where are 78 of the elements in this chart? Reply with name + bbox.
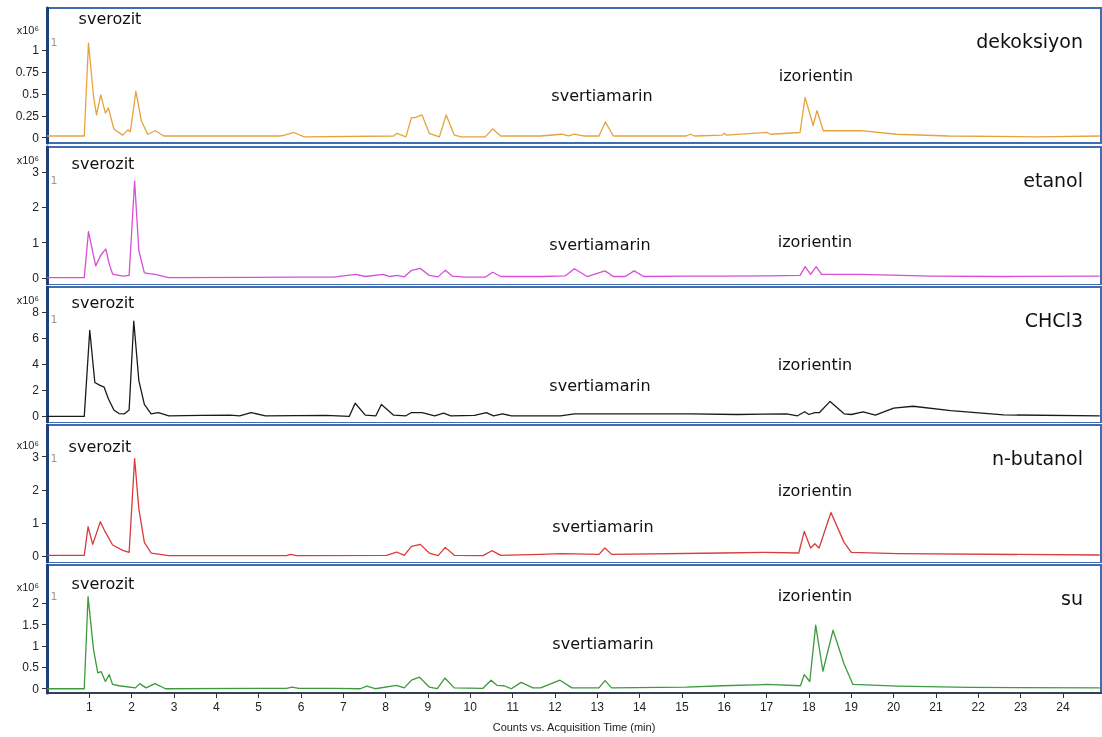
y-tick-label: 3 — [32, 164, 40, 179]
text: su — [1061, 586, 1084, 609]
x-tick-label: 1 — [85, 700, 93, 714]
x-tick-label: 18 — [802, 700, 816, 714]
x-tick-label: 8 — [382, 700, 390, 714]
annotation: svertiamarin — [549, 234, 651, 254]
y-tick-label: 0 — [32, 270, 40, 285]
x-tick-label: 23 — [1013, 700, 1028, 714]
annotation: sverozit — [71, 153, 135, 173]
y-tick-label: 8 — [32, 304, 40, 319]
y-tick-label: 0 — [32, 681, 40, 696]
y-tick-label: 1 — [32, 639, 40, 654]
annotation: 1 — [50, 451, 58, 465]
x-tick-label: 6 — [297, 700, 305, 714]
y-tick-label: 2 — [32, 200, 40, 215]
y-tick-label: 1 — [32, 43, 40, 58]
x-tick-label: 15 — [675, 700, 689, 714]
annotation: izorientin — [778, 65, 854, 85]
y-tick-label: 6 — [32, 331, 40, 345]
y-tick-label: 0 — [32, 409, 40, 424]
y-axis-title: x10⁶ — [16, 23, 39, 36]
x-tick-label: 21 — [929, 700, 943, 714]
annotation: 1 — [50, 35, 58, 49]
y-axis-title: x10⁶ — [16, 580, 39, 593]
annotation: 1 — [50, 173, 58, 187]
text: dekoksiyon — [976, 29, 1084, 52]
x-tick-label: 2 — [128, 700, 136, 714]
annotation: 1 — [50, 312, 58, 326]
y-tick-label: 1 — [32, 516, 40, 531]
annotation: svertiamarin — [552, 633, 654, 653]
x-tick-label: 4 — [212, 700, 220, 714]
annotation: izorientin — [777, 354, 853, 374]
text: n-butanol — [991, 446, 1084, 469]
y-tick-label: 0 — [32, 549, 40, 564]
annotation: sverozit — [71, 292, 135, 312]
annotation: izorientin — [777, 480, 853, 500]
x-tick-label: 19 — [844, 700, 859, 714]
x-tick-label: 22 — [971, 700, 986, 714]
x-tick-label: 20 — [886, 700, 901, 714]
x-tick-label: 7 — [339, 700, 347, 714]
y-tick-label: 2 — [32, 596, 40, 611]
annotation: izorientin — [777, 231, 853, 251]
x-tick-label: 16 — [717, 700, 732, 714]
y-axis-title: x10⁶ — [16, 154, 39, 167]
annotation: svertiamarin — [552, 516, 654, 536]
y-tick-label: 1 — [32, 235, 40, 250]
x-tick-label: 10 — [463, 700, 478, 714]
y-tick-label: 0 — [32, 130, 40, 145]
annotation: sverozit — [71, 573, 135, 593]
annotation: sverozit — [78, 8, 142, 28]
y-axis-title: x10⁶ — [16, 439, 39, 452]
y-tick-label: 0.5 — [22, 660, 40, 675]
y-tick-label: 0.75 — [15, 64, 40, 79]
x-tick-label: 9 — [424, 700, 432, 714]
y-tick-label: 4 — [32, 357, 40, 372]
y-tick-label: 0.5 — [22, 86, 40, 101]
x-tick-label: 5 — [255, 700, 263, 714]
x-tick-label: 3 — [170, 700, 178, 714]
y-axis-title: x10⁶ — [16, 294, 39, 307]
annotation: sverozit — [68, 436, 132, 456]
y-tick-label: 2 — [32, 383, 40, 398]
x-tick-label: 12 — [548, 700, 562, 714]
y-tick-label: 2 — [32, 482, 40, 497]
annotation: 1 — [50, 589, 58, 603]
y-tick-label: 3 — [32, 449, 40, 464]
text: etanol — [1023, 168, 1084, 191]
x-tick-label: 14 — [632, 700, 647, 714]
x-tick-label: 13 — [590, 700, 605, 714]
x-tick-label: 11 — [506, 700, 520, 714]
x-axis-title: Counts vs. Acquisition Time (min) — [492, 720, 656, 733]
text: CHCl3 — [1024, 308, 1083, 331]
annotation: svertiamarin — [549, 375, 651, 395]
y-tick-label: 1.5 — [22, 617, 40, 632]
annotation: izorientin — [777, 585, 853, 605]
x-tick-label: 24 — [1056, 700, 1070, 714]
annotation: svertiamarin — [551, 85, 653, 105]
x-tick-label: 17 — [759, 700, 774, 714]
y-tick-label: 0.25 — [15, 108, 40, 123]
